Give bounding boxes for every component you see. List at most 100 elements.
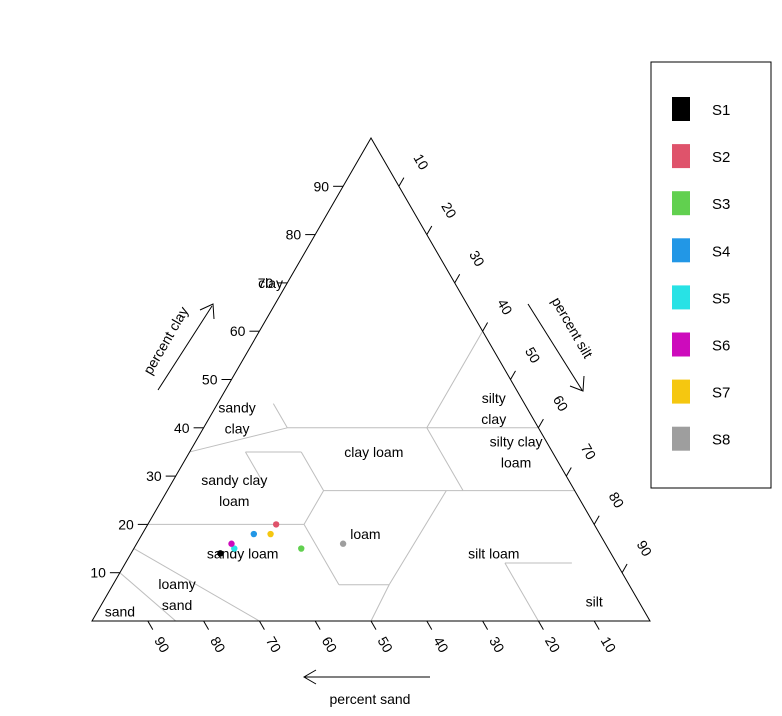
clay-tick-label: 60 xyxy=(230,323,246,339)
point-s7 xyxy=(267,530,274,538)
sand-axis-arrowhead xyxy=(303,669,317,685)
clay-tick-label: 40 xyxy=(174,420,190,436)
silt-tick-label: 80 xyxy=(606,489,628,511)
region-label-silty-clay: silty xyxy=(482,390,506,406)
region-label-loam: loam xyxy=(350,526,380,542)
legend-items: S1 S2 S3 S4 S5 S6 S7 S8 xyxy=(672,97,730,451)
clay-axis-label: percent clay xyxy=(140,304,192,377)
sand-axis-label: percent sand xyxy=(330,691,411,707)
sand-tick xyxy=(370,620,377,630)
sand-tick xyxy=(147,620,154,630)
legend-label-s6: S6 xyxy=(712,338,730,355)
class-boundary-line xyxy=(504,562,539,622)
clay-tick-label: 30 xyxy=(146,468,162,484)
region-label-clay: clay xyxy=(258,275,283,291)
class-boundary-line xyxy=(245,451,266,487)
class-boundary-line xyxy=(119,572,177,622)
legend-swatch-s3 xyxy=(672,191,690,216)
sand-axis-title: percent sand xyxy=(303,669,430,707)
legend-label-s2: S2 xyxy=(712,149,730,166)
silt-tick-label: 50 xyxy=(522,344,544,366)
region-label-clay-loam: clay loam xyxy=(344,444,403,460)
sand-tick-label: 80 xyxy=(207,634,229,656)
point-s3 xyxy=(298,545,305,552)
region-label-sandy-clay: sandy xyxy=(218,400,255,416)
axis-ticks: 10 10 10 20 20 20 30 30 30 40 40 40 50 50 50 60 60 60 70 70… xyxy=(90,151,655,655)
legend-swatch-s6 xyxy=(672,332,690,357)
sand-tick-label: 20 xyxy=(542,634,564,656)
legend-label-s1: S1 xyxy=(712,102,730,119)
region-label-loamy-sand: sand xyxy=(162,597,192,613)
region-label-sandy-clay: clay xyxy=(225,421,250,437)
silt-axis-arrowhead xyxy=(569,375,585,392)
class-boundary-line xyxy=(370,584,390,622)
legend-label-s7: S7 xyxy=(712,385,730,402)
point-s4 xyxy=(250,530,258,538)
legend-label-s3: S3 xyxy=(712,196,730,213)
silt-tick xyxy=(621,563,628,573)
ternary-triangle-outline xyxy=(91,137,651,622)
texture-class-labels: clay sandy clay silty clay clay loam sandy cla… xyxy=(105,275,603,619)
class-boundary-line xyxy=(303,490,325,525)
region-label-sand: sand xyxy=(105,603,135,619)
class-boundary-line xyxy=(426,330,484,429)
sand-tick xyxy=(258,620,265,630)
class-boundary-line xyxy=(189,427,288,453)
silt-tick xyxy=(510,370,516,380)
region-label-sandy-loam: sandy loam xyxy=(207,545,279,561)
point-s6 xyxy=(228,540,235,547)
sand-tick-label: 50 xyxy=(375,634,397,656)
silt-tick-label: 30 xyxy=(466,248,488,270)
sand-tick-label: 60 xyxy=(319,634,341,656)
legend-box xyxy=(650,61,772,489)
legend-swatch-s5 xyxy=(672,285,690,310)
legend-swatch-s4 xyxy=(672,238,690,263)
silt-tick xyxy=(454,273,461,284)
silt-axis-arrow xyxy=(527,303,583,391)
class-boundary-line xyxy=(300,451,325,491)
silt-tick-label: 60 xyxy=(550,393,572,415)
clay-tick-label: 90 xyxy=(314,178,330,194)
silt-tick-label: 40 xyxy=(494,296,516,318)
class-boundary-line xyxy=(303,524,340,586)
silt-tick xyxy=(593,515,600,525)
class-boundary-line xyxy=(272,403,288,429)
sample-points xyxy=(217,521,347,557)
legend-label-s8: S8 xyxy=(712,432,730,449)
clay-tick-label: 50 xyxy=(202,372,218,388)
silt-axis-label: percent silt xyxy=(548,294,596,361)
sand-tick xyxy=(203,620,210,630)
texture-class-boundaries xyxy=(119,330,575,622)
region-label-silty-clay-loam: loam xyxy=(501,454,531,470)
sand-tick xyxy=(593,620,600,630)
class-boundary-line xyxy=(133,548,260,622)
class-boundary-line xyxy=(388,490,447,586)
silt-axis-title: percent silt xyxy=(527,294,596,392)
point-s1 xyxy=(217,550,224,557)
region-label-loamy-sand: loamy xyxy=(158,576,195,592)
region-label-sandy-clay-loam: sandy clay xyxy=(201,472,267,488)
class-boundary-line xyxy=(440,451,464,491)
silt-tick-label: 90 xyxy=(634,537,656,559)
sand-tick-label: 40 xyxy=(430,634,452,656)
class-boundary-line xyxy=(426,427,442,453)
clay-tick-label: 20 xyxy=(118,516,134,532)
silt-tick xyxy=(398,177,405,187)
legend-swatch-s2 xyxy=(672,144,690,169)
region-label-silt-loam: silt loam xyxy=(468,545,519,561)
legend: S1 S2 S3 S4 S5 S6 S7 S8 xyxy=(650,61,772,489)
sand-tick xyxy=(537,620,544,630)
clay-axis-arrow xyxy=(157,305,213,391)
legend-label-s4: S4 xyxy=(712,243,730,260)
sand-tick-label: 10 xyxy=(598,634,620,656)
sand-tick xyxy=(314,620,321,630)
clay-tick-label: 10 xyxy=(90,565,106,581)
sand-tick-label: 90 xyxy=(151,634,173,656)
silt-tick xyxy=(537,418,544,429)
silt-tick xyxy=(565,467,572,477)
sand-tick xyxy=(426,620,433,630)
silt-tick-label: 10 xyxy=(410,151,432,173)
region-label-sandy-clay-loam: loam xyxy=(219,493,249,509)
sand-tick-label: 30 xyxy=(486,634,508,656)
